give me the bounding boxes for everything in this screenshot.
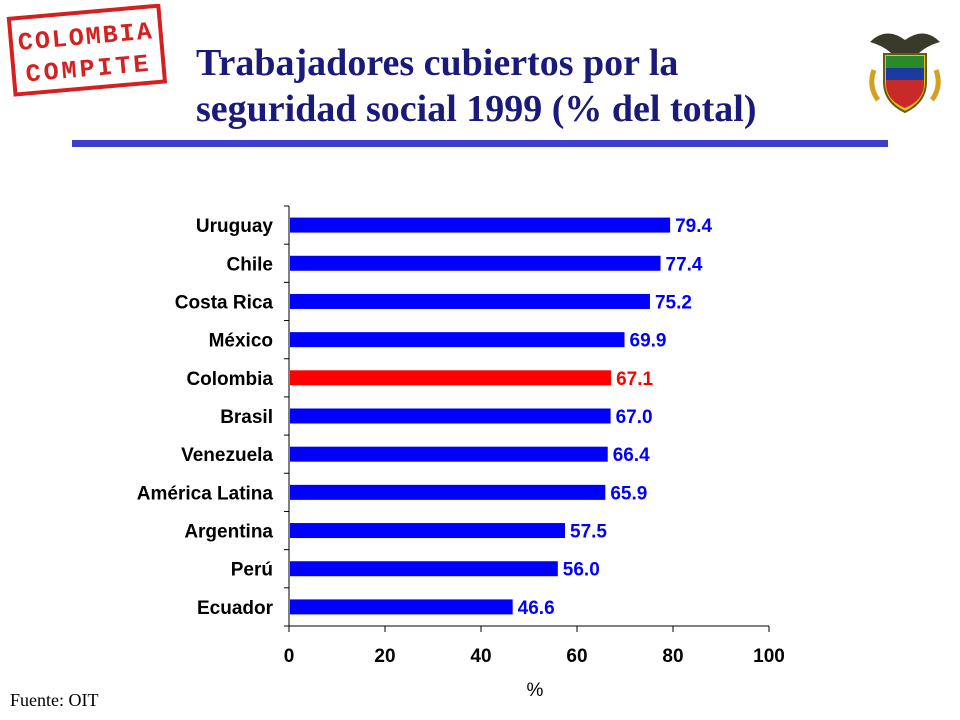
coat-of-arms-emblem — [869, 33, 941, 114]
category-label: Venezuela — [181, 445, 273, 466]
bar — [290, 293, 650, 309]
category-label: América Latina — [137, 483, 274, 504]
x-tick-label: 60 — [566, 646, 587, 667]
bar — [290, 599, 513, 615]
value-label: 65.9 — [610, 483, 647, 504]
value-label: 56.0 — [563, 560, 600, 581]
value-label: 75.2 — [655, 292, 692, 313]
category-label: Brasil — [220, 407, 273, 428]
category-label: Uruguay — [196, 216, 274, 237]
value-label: 66.4 — [613, 445, 650, 466]
source-note: Fuente: OIT — [10, 690, 99, 710]
value-label: 67.0 — [616, 407, 653, 428]
bar-chart: 0 20 40 60 80 100% Uruguay 79.4 Chile 77.4 Costa R… — [137, 205, 785, 700]
title-line-1: Trabajadores cubiertos por la — [196, 42, 679, 84]
title-line-2: seguridad social 1999 (% del total) — [196, 88, 757, 130]
x-axis-label: % — [527, 680, 544, 700]
bar — [290, 408, 611, 424]
category-label: México — [209, 331, 273, 352]
x-tick-label: 0 — [284, 646, 295, 667]
x-tick-label: 80 — [662, 646, 683, 667]
value-label: 46.6 — [518, 598, 555, 619]
value-label: 67.1 — [616, 369, 653, 390]
value-label: 57.5 — [570, 522, 607, 543]
bar — [290, 217, 671, 233]
colombia-compite-logo: COLOMBIA COMPITE — [6, 4, 168, 97]
page-title: Trabajadores cubiertos por la seguridad … — [196, 40, 856, 132]
x-tick-label: 20 — [374, 646, 395, 667]
bar — [290, 446, 608, 462]
bar — [290, 561, 558, 577]
category-label: Chile — [227, 254, 273, 275]
bar — [290, 332, 625, 348]
title-underline — [72, 140, 888, 147]
x-tick-label: 40 — [470, 646, 491, 667]
category-label: Colombia — [186, 369, 273, 390]
bar — [290, 523, 565, 539]
category-label: Costa Rica — [175, 292, 274, 313]
category-label: Argentina — [184, 522, 273, 543]
category-label: Perú — [231, 560, 273, 581]
value-label: 79.4 — [675, 216, 712, 237]
x-tick-label: 100 — [753, 646, 785, 667]
category-label: Ecuador — [197, 598, 274, 619]
bar — [290, 255, 661, 271]
value-label: 69.9 — [630, 331, 667, 352]
bar — [290, 484, 606, 500]
value-label: 77.4 — [666, 254, 703, 275]
bar — [290, 370, 612, 386]
